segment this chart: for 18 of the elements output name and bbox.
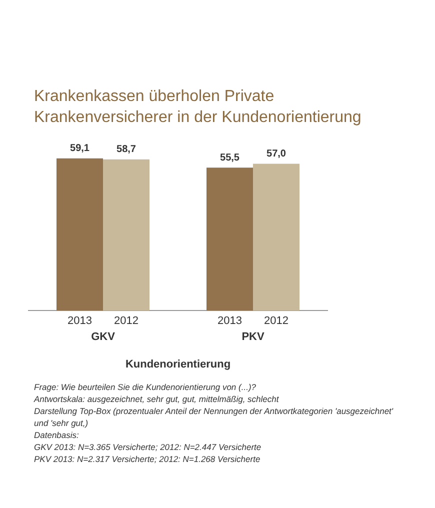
data-label: 55,5 [220,152,240,164]
chart-title: Krankenkassen überholen Private Krankenversicherer in der Kundenorientierung [33,87,362,128]
text: 2013 [218,315,242,328]
text: PKV 2013: N=2.317 Versicherte; 2012: N=1.268 Versicherte [34,453,262,465]
text: GKV 2013: N=3.365 Versicherte; 2012: N=2.447 Versicherte [34,441,262,453]
series-label: 2012 [114,315,138,328]
x-axis-title: Kundenorientierung [125,358,231,370]
data-label: 58,7 [116,144,136,156]
text: Frage: Wie beurteilen Sie die Kundenorientierung von (...)? [34,381,257,393]
data-label: 57,0 [266,148,286,160]
text: Antwortskala: ausgezeichnet, sehr gut, gut, mittelmäßig, schlecht [34,393,280,405]
x-tick-label: GKV [91,331,116,344]
series-label: 2013 [68,315,92,328]
x-tick-label: PKV [242,331,265,344]
text: Datenbasis: [34,429,80,441]
text: 2012 [264,315,288,328]
text: Darstellung Top-Box (prozentualer Anteil der Nennungen der Antwortkategorien 'ausgezeichnet' und 'sehr gut,) [34,405,394,429]
data-label: 59,1 [70,143,90,154]
